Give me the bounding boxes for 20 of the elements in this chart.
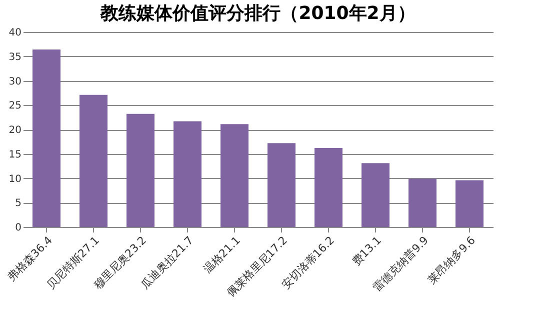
bar <box>126 114 154 227</box>
bar <box>32 50 60 227</box>
y-tick-label: 0 <box>15 222 22 234</box>
bar <box>174 121 202 227</box>
bar <box>408 178 436 227</box>
y-tick-label: 20 <box>8 125 22 136</box>
y-tick-label: 15 <box>8 149 22 160</box>
bar <box>220 124 248 227</box>
bar <box>456 180 484 227</box>
bar <box>80 94 108 227</box>
y-tick-label: 25 <box>8 100 22 112</box>
y-tick-label: 35 <box>8 52 22 63</box>
y-tick-label: 30 <box>8 76 22 88</box>
chart-title: 教练媒体价值评分排行（2010年2月） <box>100 3 416 24</box>
bar <box>314 148 342 227</box>
y-tick-label: 10 <box>8 174 22 185</box>
bar <box>268 143 296 227</box>
y-tick-label: 40 <box>8 28 22 38</box>
bar <box>362 163 390 227</box>
y-tick-label: 5 <box>15 198 22 210</box>
